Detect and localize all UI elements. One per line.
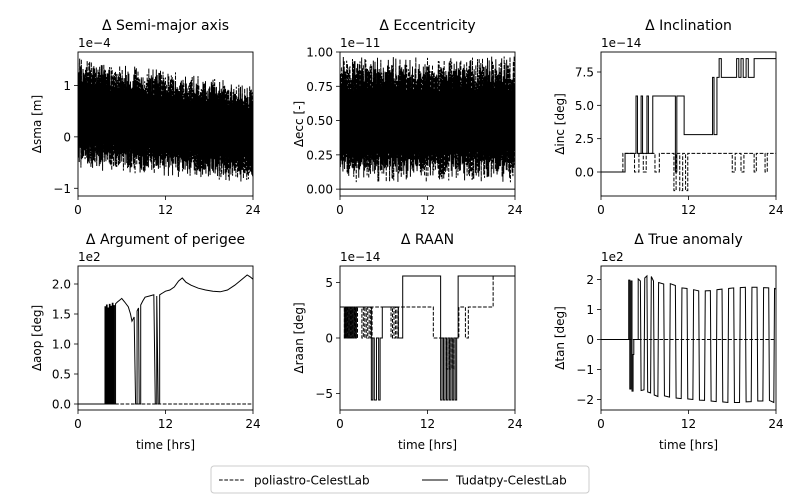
subplot-title: Δ Inclination: [645, 18, 732, 34]
x-tick-label: 0: [74, 203, 82, 217]
series-tudatpy-celestlab-line: [78, 274, 253, 405]
subplot-3: 0 12 24 0.0 2.5 5.0 7.5 Δ Inclination 1e−14 Δinc …: [553, 18, 784, 217]
x-tick-label: 12: [158, 203, 173, 217]
x-axis-label: time [hrs]: [136, 438, 195, 452]
subplot-2: 0 12 24 0.00 0.25 0.50 0.75 1.00 Δ Eccentricity 1…: [292, 18, 523, 217]
subplot-4: 0 12 24 0.0 0.5 1.0 1.5 2.0 Δ Argument of perige…: [30, 232, 261, 452]
series-poliastro-celestlab-line: [601, 152, 776, 192]
subplot-title: Δ RAAN: [401, 232, 454, 248]
subplot-title: Δ Semi-major axis: [102, 18, 229, 34]
x-tick-label: 24: [245, 417, 260, 431]
x-tick-label: 24: [768, 417, 783, 431]
y-axis-label: Δecc [-]: [292, 101, 306, 147]
subplot-title: Δ Eccentricity: [379, 18, 475, 34]
x-tick-label: 0: [74, 417, 82, 431]
y-tick-label: 2.5: [575, 132, 594, 146]
y-axis-label: Δaop [deg]: [30, 305, 44, 371]
y-axis-label: Δsma [m]: [30, 95, 44, 153]
y-tick-label: 0.5: [52, 368, 71, 382]
y-tick-label: −1: [53, 182, 71, 196]
x-tick-label: 0: [336, 203, 344, 217]
x-tick-label: 24: [507, 203, 522, 217]
y-tick-label: 2: [586, 273, 594, 287]
x-tick-label: 12: [420, 417, 435, 431]
plot-area: [78, 58, 253, 182]
x-axis-label: time [hrs]: [398, 438, 457, 452]
y-axis-label: Δtan [deg]: [553, 306, 567, 370]
x-tick-label: 24: [245, 203, 260, 217]
subplot-5: 0 12 24 −5 0 5 Δ RAAN 1e−14 Δraan [deg] time [hrs…: [292, 232, 523, 452]
y-offset-text: 1e−4: [78, 36, 111, 50]
y-offset-text: 1e2: [78, 250, 101, 264]
y-offset-text: 1e2: [601, 250, 624, 264]
x-tick-label: 12: [158, 417, 173, 431]
series-tudatpy-celestlab-line: [601, 274, 776, 404]
x-tick-label: 0: [336, 417, 344, 431]
y-tick-label: 5: [325, 276, 333, 290]
series-tudatpy-celestlab-line: [340, 68, 515, 173]
y-tick-label: 1.0: [52, 338, 71, 352]
y-offset-text: 1e−14: [340, 250, 380, 264]
plot-area: [340, 275, 515, 401]
y-tick-label: 0: [586, 333, 594, 347]
y-tick-label: 1: [63, 79, 71, 93]
x-tick-label: 12: [681, 203, 696, 217]
legend: poliastro-CelestLab Tudatpy-CelestLab: [210, 465, 590, 494]
y-tick-label: 7.5: [575, 66, 594, 80]
x-tick-label: 0: [597, 203, 605, 217]
plot-area: [78, 274, 253, 405]
y-tick-label: 0.0: [52, 398, 71, 412]
series-tudatpy-celestlab-line: [78, 67, 253, 176]
plot-area: [340, 56, 515, 190]
y-tick-label: −2: [576, 393, 594, 407]
y-tick-label: 5.0: [575, 99, 594, 113]
y-tick-label: 0.75: [306, 80, 333, 94]
y-tick-label: 0: [63, 130, 71, 144]
subplot-title: Δ Argument of perigee: [86, 232, 245, 248]
y-axis-label: Δraan [deg]: [292, 302, 306, 373]
series-tudatpy-celestlab-line: [601, 58, 776, 173]
y-tick-label: 1: [586, 303, 594, 317]
y-tick-label: 0.25: [306, 148, 333, 162]
legend-label-poliastro: poliastro-CelestLab: [254, 474, 370, 488]
x-tick-label: 24: [768, 203, 783, 217]
y-tick-label: 2.0: [52, 278, 71, 292]
y-tick-label: −5: [315, 387, 333, 401]
y-tick-label: 0.0: [575, 166, 594, 180]
y-axis-label: Δinc [deg]: [553, 93, 567, 155]
x-tick-label: 24: [507, 417, 522, 431]
y-tick-label: 1.5: [52, 308, 71, 322]
subplot-title: Δ True anomaly: [634, 232, 743, 248]
series-tudatpy-celestlab-line: [340, 275, 515, 401]
plot-area: [601, 58, 776, 192]
y-offset-text: 1e−11: [340, 36, 380, 50]
y-tick-label: 1.00: [306, 46, 333, 60]
x-axis-label: time [hrs]: [659, 438, 718, 452]
x-tick-label: 12: [420, 203, 435, 217]
x-tick-label: 0: [597, 417, 605, 431]
legend-frame: [210, 465, 590, 494]
y-tick-label: 0: [325, 332, 333, 346]
legend-label-tudatpy: Tudatpy-CelestLab: [455, 474, 567, 488]
y-offset-text: 1e−14: [601, 36, 641, 50]
x-tick-label: 12: [681, 417, 696, 431]
y-tick-label: −1: [576, 363, 594, 377]
y-tick-label: 0.50: [306, 114, 333, 128]
plot-area: [601, 274, 776, 404]
y-tick-label: 0.00: [306, 183, 333, 197]
